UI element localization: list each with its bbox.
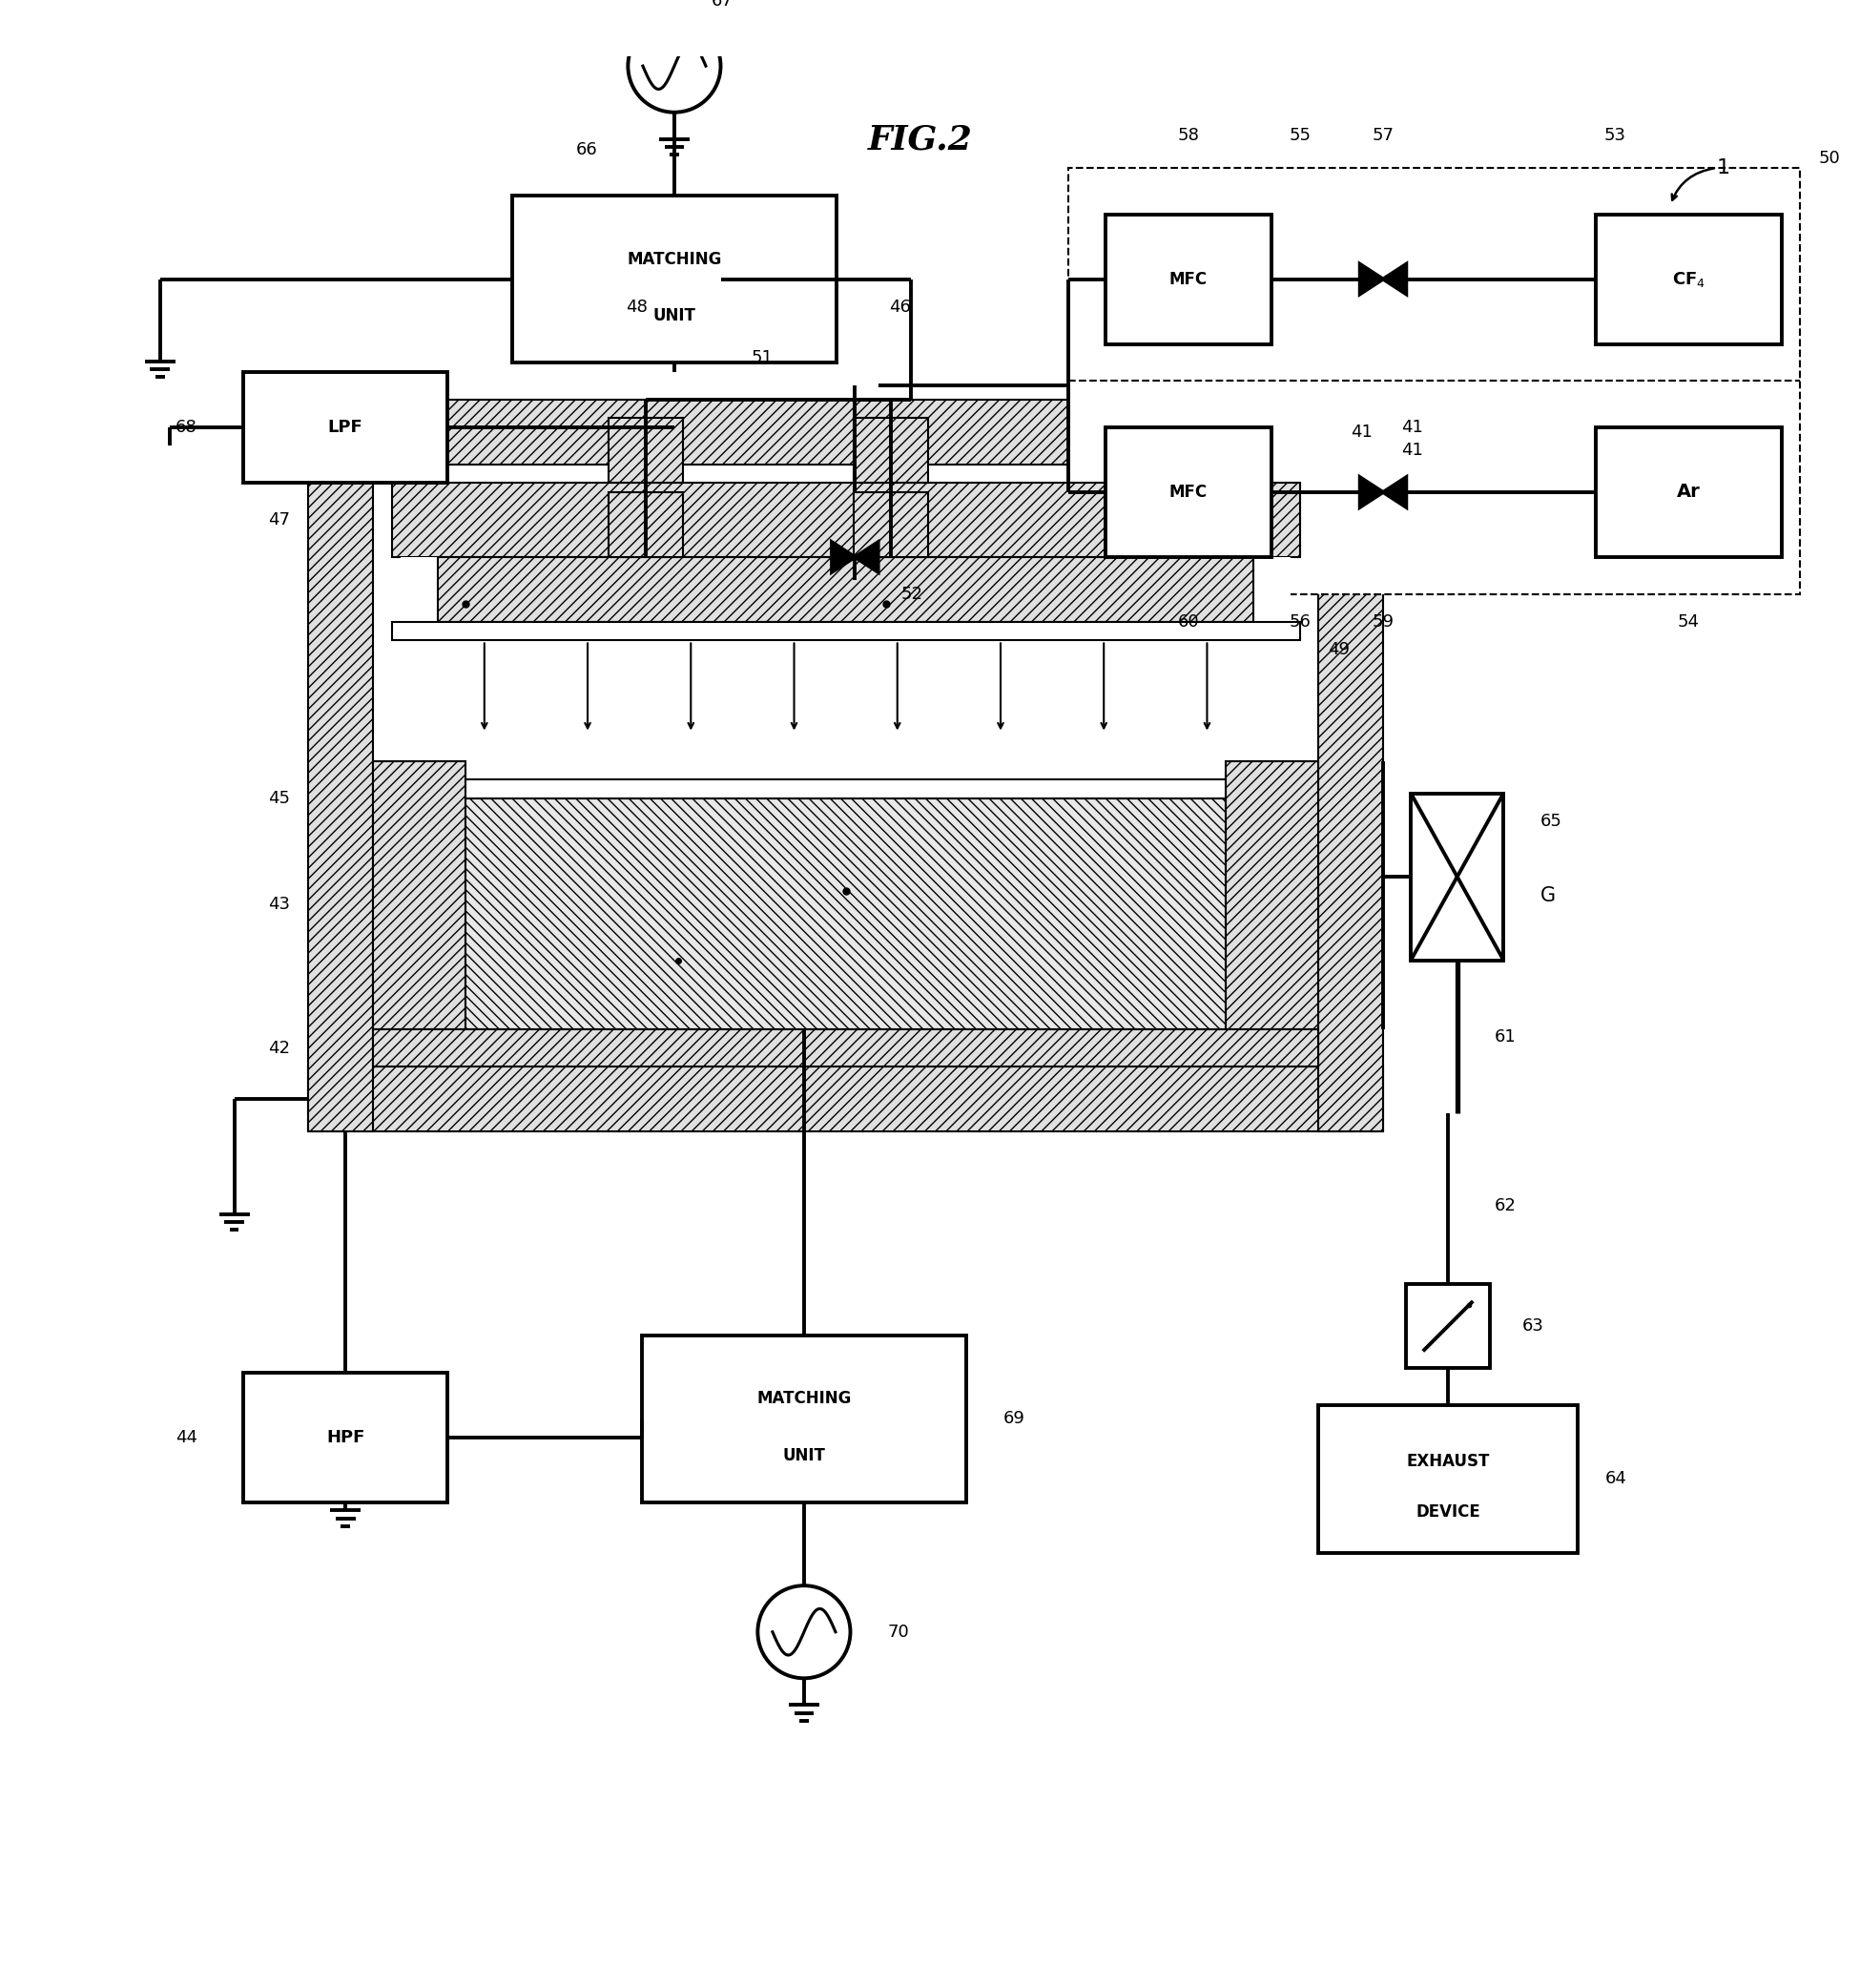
Bar (1105, 215, 1272, 344)
Bar (309, 400, 1384, 465)
Text: 45: 45 (268, 789, 290, 807)
Text: 41: 41 (1402, 419, 1423, 435)
Bar (1596, 427, 1782, 557)
Bar (642, 1336, 965, 1503)
Text: G: G (1540, 887, 1557, 905)
Text: 69: 69 (1003, 1409, 1025, 1427)
Bar (439, 557, 1254, 622)
Text: 54: 54 (1678, 614, 1700, 630)
Text: 61: 61 (1494, 1028, 1516, 1046)
Bar (1319, 400, 1384, 1131)
Bar (1319, 1406, 1577, 1553)
Bar (608, 493, 683, 557)
Text: 67: 67 (711, 0, 733, 10)
Text: MATCHING: MATCHING (757, 1390, 852, 1408)
Text: 50: 50 (1819, 149, 1840, 167)
Text: MFC: MFC (1170, 483, 1207, 501)
Text: 47: 47 (268, 511, 290, 529)
Polygon shape (1360, 477, 1384, 507)
Bar (512, 195, 837, 362)
Text: UNIT: UNIT (653, 308, 696, 324)
Text: 49: 49 (1328, 642, 1350, 658)
Text: 63: 63 (1521, 1318, 1544, 1334)
Text: FIG.2: FIG.2 (867, 123, 973, 157)
Bar (374, 761, 465, 1030)
Text: DEVICE: DEVICE (1415, 1503, 1481, 1521)
Text: CF$_4$: CF$_4$ (1672, 270, 1706, 288)
Text: 60: 60 (1177, 614, 1200, 630)
Text: 52: 52 (902, 586, 923, 602)
Bar (309, 400, 374, 1131)
Bar (244, 1372, 446, 1503)
Bar (392, 622, 1300, 632)
Bar (1406, 1284, 1490, 1368)
Text: 66: 66 (575, 141, 597, 157)
Bar (1105, 427, 1272, 557)
Bar (854, 417, 928, 483)
Text: 68: 68 (175, 419, 197, 435)
Text: 43: 43 (268, 897, 290, 912)
Text: HPF: HPF (326, 1429, 365, 1445)
Text: 1: 1 (1717, 159, 1730, 177)
Text: LPF: LPF (327, 419, 363, 435)
Text: 41: 41 (1350, 423, 1373, 441)
Bar (465, 797, 1226, 1030)
Bar (402, 557, 1291, 622)
Bar (854, 493, 928, 557)
Text: 57: 57 (1373, 127, 1393, 143)
Bar (1412, 793, 1503, 960)
Text: 62: 62 (1494, 1197, 1516, 1215)
Text: 41: 41 (1402, 441, 1423, 459)
Bar (374, 465, 1319, 1068)
Text: 46: 46 (889, 298, 911, 316)
Text: 42: 42 (268, 1040, 290, 1058)
Polygon shape (831, 543, 856, 573)
Text: 58: 58 (1177, 127, 1200, 143)
Text: 44: 44 (175, 1429, 197, 1445)
Bar (374, 1030, 1319, 1068)
Bar (608, 417, 683, 483)
Text: MATCHING: MATCHING (627, 250, 722, 268)
Bar (392, 622, 1300, 640)
Text: 59: 59 (1373, 614, 1393, 630)
Text: 64: 64 (1605, 1471, 1628, 1487)
Text: 65: 65 (1540, 813, 1562, 829)
Polygon shape (856, 543, 878, 573)
Bar (244, 372, 446, 483)
Bar (1596, 215, 1782, 344)
Text: Ar: Ar (1678, 483, 1700, 501)
Bar (309, 1068, 1384, 1131)
Text: 53: 53 (1603, 127, 1626, 143)
Text: 70: 70 (887, 1624, 910, 1640)
Bar (465, 779, 1226, 797)
Polygon shape (1360, 264, 1384, 294)
Bar (1226, 761, 1319, 1030)
Text: UNIT: UNIT (783, 1447, 826, 1463)
Text: MFC: MFC (1170, 270, 1207, 288)
Text: 56: 56 (1289, 614, 1311, 630)
Text: 48: 48 (625, 298, 647, 316)
Text: EXHAUST: EXHAUST (1406, 1453, 1490, 1469)
Bar (392, 483, 1300, 557)
Polygon shape (1384, 264, 1406, 294)
Polygon shape (1384, 477, 1406, 507)
Bar (1068, 167, 1800, 594)
Text: 55: 55 (1289, 127, 1311, 143)
Text: 51: 51 (751, 350, 774, 366)
